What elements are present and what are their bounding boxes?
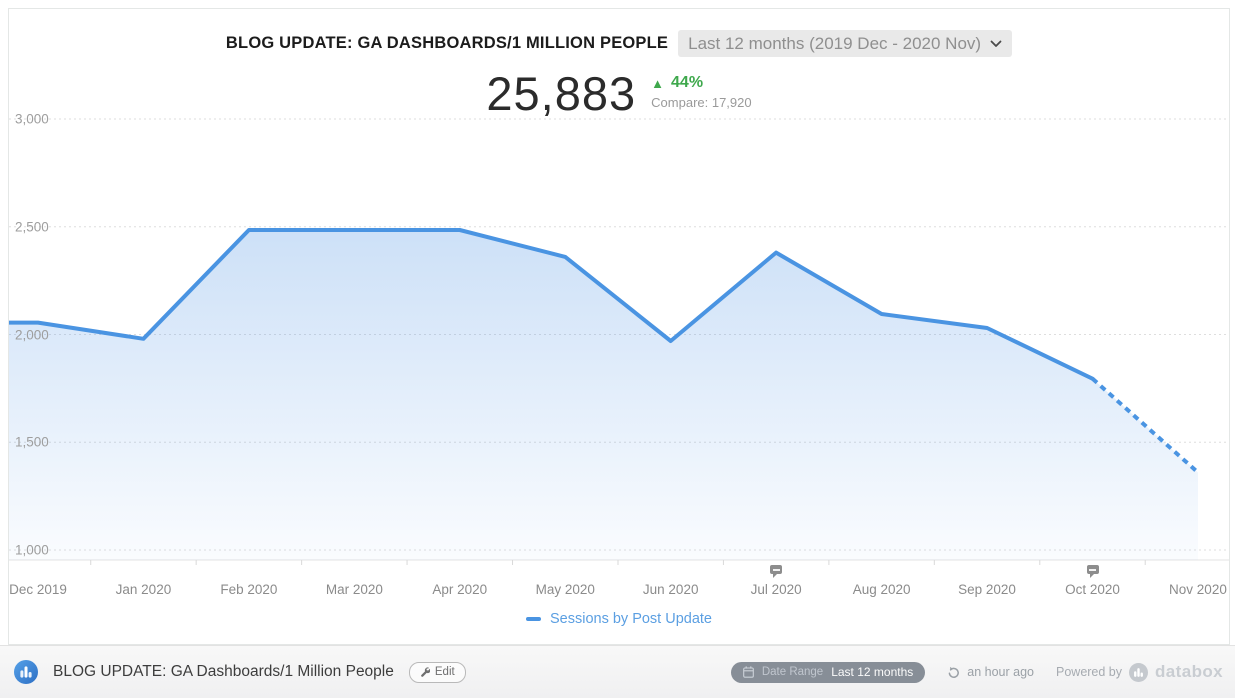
big-number: 25,883 (486, 67, 637, 120)
databox-gray-logo-icon (1129, 662, 1149, 682)
footer-left: BLOG UPDATE: GA Dashboards/1 Million Peo… (14, 660, 466, 684)
powered-by-text: Powered by (1056, 665, 1123, 679)
x-axis-label: Aug 2020 (852, 582, 911, 597)
y-axis-label: 1,000 (15, 542, 49, 558)
date-range-pill-value: Last 12 months (831, 665, 914, 679)
calendar-icon (742, 666, 754, 678)
date-range-pill-label: Date Range (761, 666, 824, 678)
x-axis-label: Jul 2020 (750, 582, 802, 597)
refresh-icon[interactable] (947, 666, 960, 679)
y-axis-label: 2,500 (15, 219, 49, 235)
y-axis-label: 2,000 (15, 327, 49, 342)
annotation-icon[interactable] (1086, 565, 1099, 578)
footer-bar: BLOG UPDATE: GA Dashboards/1 Million Peo… (0, 645, 1235, 698)
refresh-group: an hour ago (947, 665, 1034, 679)
series-line-dashed (1091, 377, 1200, 474)
y-axis-label: 3,000 (15, 111, 49, 127)
powered-by-group[interactable]: Powered by databox (1056, 662, 1223, 682)
delta-percent: ▲ 44% (651, 74, 751, 92)
legend-line-icon (525, 617, 541, 621)
databox-logo-icon (14, 660, 38, 684)
last-updated-text: an hour ago (967, 665, 1034, 679)
legend-item[interactable]: Sessions by Post Update (9, 611, 1229, 627)
databox-wordmark: databox (1155, 662, 1223, 681)
x-axis-label: Jan 2020 (115, 582, 172, 597)
x-axis-label: Jun 2020 (642, 582, 699, 597)
metric-row: 25,883 ▲ 44% Compare: 17,920 (9, 67, 1229, 120)
chart-title: BLOG UPDATE: GA DASHBOARDS/1 MILLION PEO… (225, 34, 669, 52)
sessions-area-chart[interactable]: 3,000 2,500 2,000 1,500 1,000 Dec 2019 Jan 202… (9, 9, 1229, 644)
x-axis-label: Mar 2020 (325, 582, 383, 597)
edit-button-label: Edit (434, 666, 455, 678)
series-line (9, 228, 1095, 381)
databoard-title: BLOG UPDATE: GA Dashboards/1 Million Peo… (53, 663, 394, 680)
chevron-down-icon (990, 40, 1002, 47)
chart-canvas[interactable] (9, 9, 1229, 644)
compare-value: Compare: 17,920 (651, 95, 752, 110)
header-row: BLOG UPDATE: GA DASHBOARDS/1 MILLION PEO… (9, 30, 1229, 57)
delta-block: ▲ 44% Compare: 17,920 (651, 69, 751, 110)
triangle-up-icon: ▲ (651, 75, 665, 91)
series-area (9, 230, 1198, 560)
edit-button[interactable]: Edit (408, 661, 466, 683)
annotation-icon[interactable] (770, 565, 783, 578)
date-range-dropdown[interactable]: Last 12 months (2019 Dec - 2020 Nov) (678, 30, 1013, 57)
x-axis-label: Apr 2020 (432, 582, 488, 597)
date-range-pill[interactable]: Date Range Last 12 months (730, 661, 926, 683)
x-axis-label: Sep 2020 (958, 582, 1016, 597)
x-axis-label: May 2020 (535, 582, 595, 597)
wrench-icon (421, 667, 430, 677)
delta-percent-value: 44% (671, 74, 704, 91)
footer-right: Date Range Last 12 months an hour ago Po… (730, 661, 1223, 683)
x-axis-label: Feb 2020 (220, 582, 278, 597)
databoard-card: BLOG UPDATE: GA DASHBOARDS/1 MILLION PEO… (8, 8, 1230, 645)
legend-label: Sessions by Post Update (549, 611, 712, 627)
x-axis-label: Oct 2020 (1065, 582, 1120, 597)
x-axis-label: Dec 2019 (9, 582, 67, 597)
date-range-dropdown-value: Last 12 months (2019 Dec - 2020 Nov) (688, 33, 982, 53)
x-axis-label: Nov 2020 (1169, 582, 1227, 597)
y-axis-label: 1,500 (15, 434, 49, 450)
